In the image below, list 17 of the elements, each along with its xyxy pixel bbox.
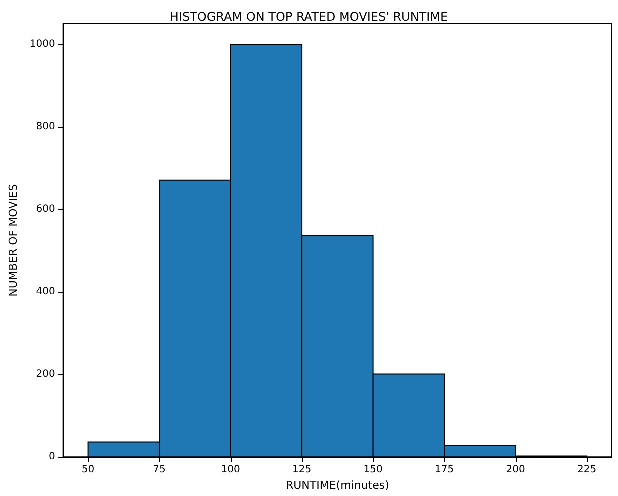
y-tick-label: 400	[36, 286, 56, 298]
y-tick-label: 800	[36, 122, 56, 133]
y-tick-label: 1000	[30, 39, 56, 50]
x-tick-label: 50	[82, 464, 95, 476]
x-tick-label: 75	[153, 464, 166, 476]
y-tick-label: 200	[36, 369, 56, 380]
x-tick-label: 225	[578, 464, 597, 476]
y-tick-label: 600	[36, 204, 56, 216]
x-tick-label: 175	[435, 464, 454, 476]
y-tick-label: 0	[48, 452, 56, 463]
x-tick-label: 125	[292, 464, 312, 476]
x-axis-title: RUNTIME(minutes)	[286, 479, 390, 492]
x-tick-label: 150	[364, 464, 383, 476]
x-tick-label: 100	[221, 464, 240, 476]
chart-title: HISTOGRAM ON TOP RATED MOVIES' RUNTIME	[170, 10, 448, 24]
x-tick-label: 200	[506, 464, 526, 476]
y-axis-title: NUMBER OF MOVIES	[7, 184, 20, 297]
